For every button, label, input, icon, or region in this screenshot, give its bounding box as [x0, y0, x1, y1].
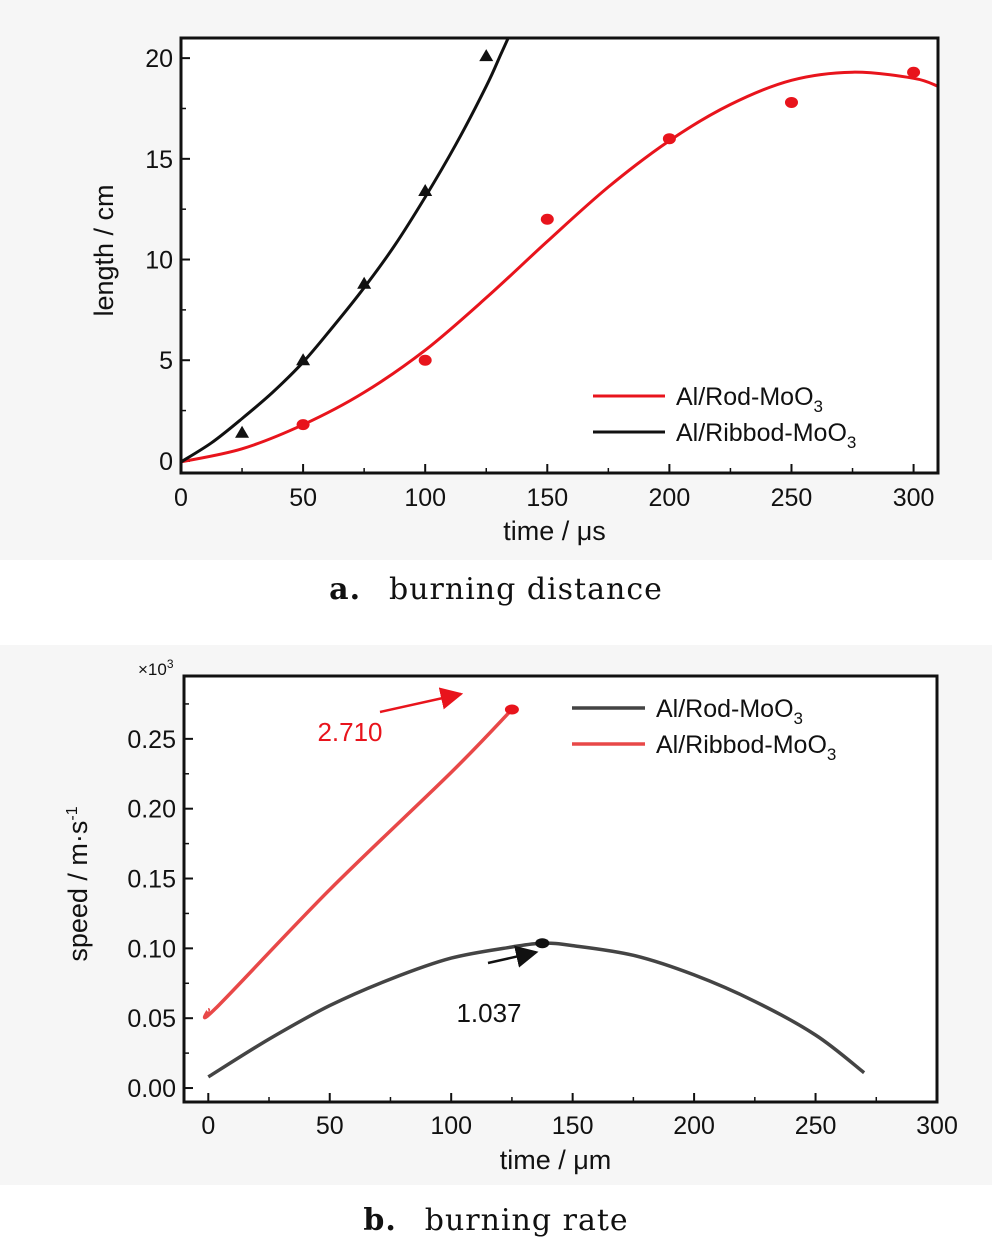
series-0-peak-point [535, 938, 550, 949]
y-tick-label: 0.25 [127, 726, 176, 754]
legend-label-1: Al/Ribbod-MoO3 [656, 731, 836, 764]
plot-frame [182, 674, 939, 1104]
y-tick-label: 0.20 [127, 796, 176, 824]
x-tick-label: 300 [916, 1112, 958, 1140]
caption-a-letter: a. [329, 572, 362, 607]
plot-area [181, 38, 938, 473]
series-1-peak-point [504, 704, 519, 715]
caption-a-text: burning distance [389, 572, 663, 607]
legend-label-1: Al/Ribbod-MoO3 [676, 419, 856, 452]
x-tick-label: 100 [430, 1112, 472, 1140]
series-1-line [202, 708, 514, 1020]
y-tick-label: 0.00 [127, 1075, 176, 1103]
series-0-point [662, 133, 676, 145]
y-tick-label: 20 [145, 45, 173, 73]
x-tick-label: 150 [552, 1112, 594, 1140]
y-tick-label: 15 [145, 146, 173, 174]
peak-label-ribbod: 2.710 [317, 717, 382, 747]
peak-arrow-rod [487, 945, 539, 968]
y-axis-label: length / cm [89, 184, 119, 316]
y-axis-label: speed / m·s-1 [63, 806, 93, 961]
x-tick-label: 50 [289, 484, 317, 512]
x-tick-label: 300 [893, 484, 935, 512]
peak-label-rod: 1.037 [456, 998, 521, 1028]
x-axis-label: time / μm [500, 1145, 612, 1175]
y-tick-label: 5 [159, 347, 173, 375]
peak-arrow-ribbod [379, 687, 464, 714]
series-0-point [784, 96, 798, 108]
y-tick-label: 0.05 [127, 1005, 176, 1033]
series-0-point [418, 354, 432, 366]
x-tick-label: 0 [174, 484, 188, 512]
series-1-point [296, 353, 311, 366]
x-axis-label: time / μs [503, 516, 606, 546]
caption-b-text: burning rate [424, 1203, 629, 1238]
plot-content [181, 38, 938, 464]
y-multiplier: ×103 [138, 657, 174, 679]
caption-b-letter: b. [363, 1203, 397, 1238]
caption-b: b. burning rate [0, 1203, 992, 1238]
x-tick-label: 200 [649, 484, 691, 512]
x-tick-label: 150 [526, 484, 568, 512]
x-tick-label: 200 [673, 1112, 715, 1140]
x-tick-label: 250 [771, 484, 813, 512]
chart-burning-distance: 0 50 100 150 200 250 300 0 5 10 15 20 time / μs lengt… [89, 36, 940, 546]
series-0-point [907, 66, 921, 78]
caption-a: a. burning distance [0, 572, 992, 607]
x-tick-label: 0 [201, 1112, 215, 1140]
legend-label-0: Al/Rod-MoO3 [656, 695, 803, 728]
series-0-point [296, 419, 310, 431]
series-1-point [479, 49, 494, 62]
series-1-point [357, 276, 372, 289]
y-tick-label: 0.15 [127, 866, 176, 894]
y-tick-label: 0.10 [127, 935, 176, 963]
x-tick-label: 100 [404, 484, 446, 512]
y-tick-label: 10 [145, 247, 173, 275]
series-0-point [540, 213, 554, 225]
x-tick-label: 50 [316, 1112, 344, 1140]
y-tick-label: 0 [159, 448, 173, 476]
x-tick-label: 250 [795, 1112, 837, 1140]
chart-burning-rate: 0 50 100 150 200 250 300 0.00 0.05 0.10 0.15 0.20 0.… [63, 657, 958, 1175]
series-0-fit-line [181, 70, 938, 464]
series-1-point [235, 425, 250, 438]
series-1-point [418, 184, 433, 197]
plot-frame [179, 36, 940, 475]
legend-label-0: Al/Rod-MoO3 [676, 383, 823, 416]
